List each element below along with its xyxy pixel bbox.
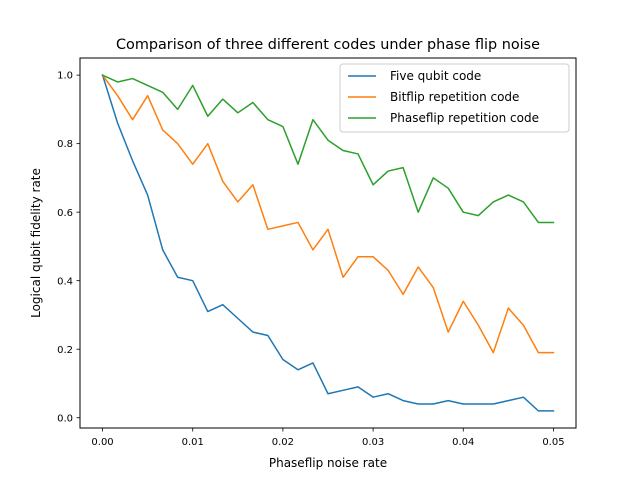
legend-label-1: Five qubit code: [390, 69, 481, 83]
legend-label-2: Bitflip repetition code: [390, 90, 519, 104]
ticks-layer: 0.00 0.01 0.02 0.03 0.04 0.05 0.0 0.2 0.4 0.6 0.8 1…: [57, 71, 564, 448]
y-tick-label: 0.8: [57, 139, 73, 150]
x-tick-label: 0.01: [182, 437, 204, 448]
legend-items: Five qubit code Bitflip repetition code Ph…: [348, 69, 539, 125]
series-line-1: [101, 74, 555, 412]
legend-label-3: Phaseflip repetition code: [390, 111, 539, 125]
x-tick-label: 0.03: [362, 437, 384, 448]
legend-frame: [339, 63, 570, 133]
y-tick-label: 0.4: [57, 276, 73, 287]
x-tick-label: 0.00: [91, 437, 113, 448]
y-axis-label: Logical qubit fidelity rate: [29, 168, 43, 318]
x-axis-label: Phaseflip noise rate: [269, 456, 387, 470]
y-tick-label: 0.0: [57, 413, 73, 424]
x-tick-label: 0.02: [272, 437, 294, 448]
chart-title: Comparison of three different codes unde…: [116, 37, 540, 53]
plot-frame: [79, 57, 577, 429]
y-tick-label: 1.0: [57, 71, 73, 82]
y-tick-label: 0.6: [57, 208, 73, 219]
series-line-3: [101, 74, 555, 224]
x-tick-label: 0.04: [452, 437, 474, 448]
lines-layer: [101, 74, 555, 412]
series-line-2: [101, 74, 555, 354]
y-tick-label: 0.2: [57, 345, 73, 356]
legend: Five qubit code Bitflip repetition code Ph…: [339, 63, 570, 133]
x-tick-label: 0.05: [542, 437, 564, 448]
